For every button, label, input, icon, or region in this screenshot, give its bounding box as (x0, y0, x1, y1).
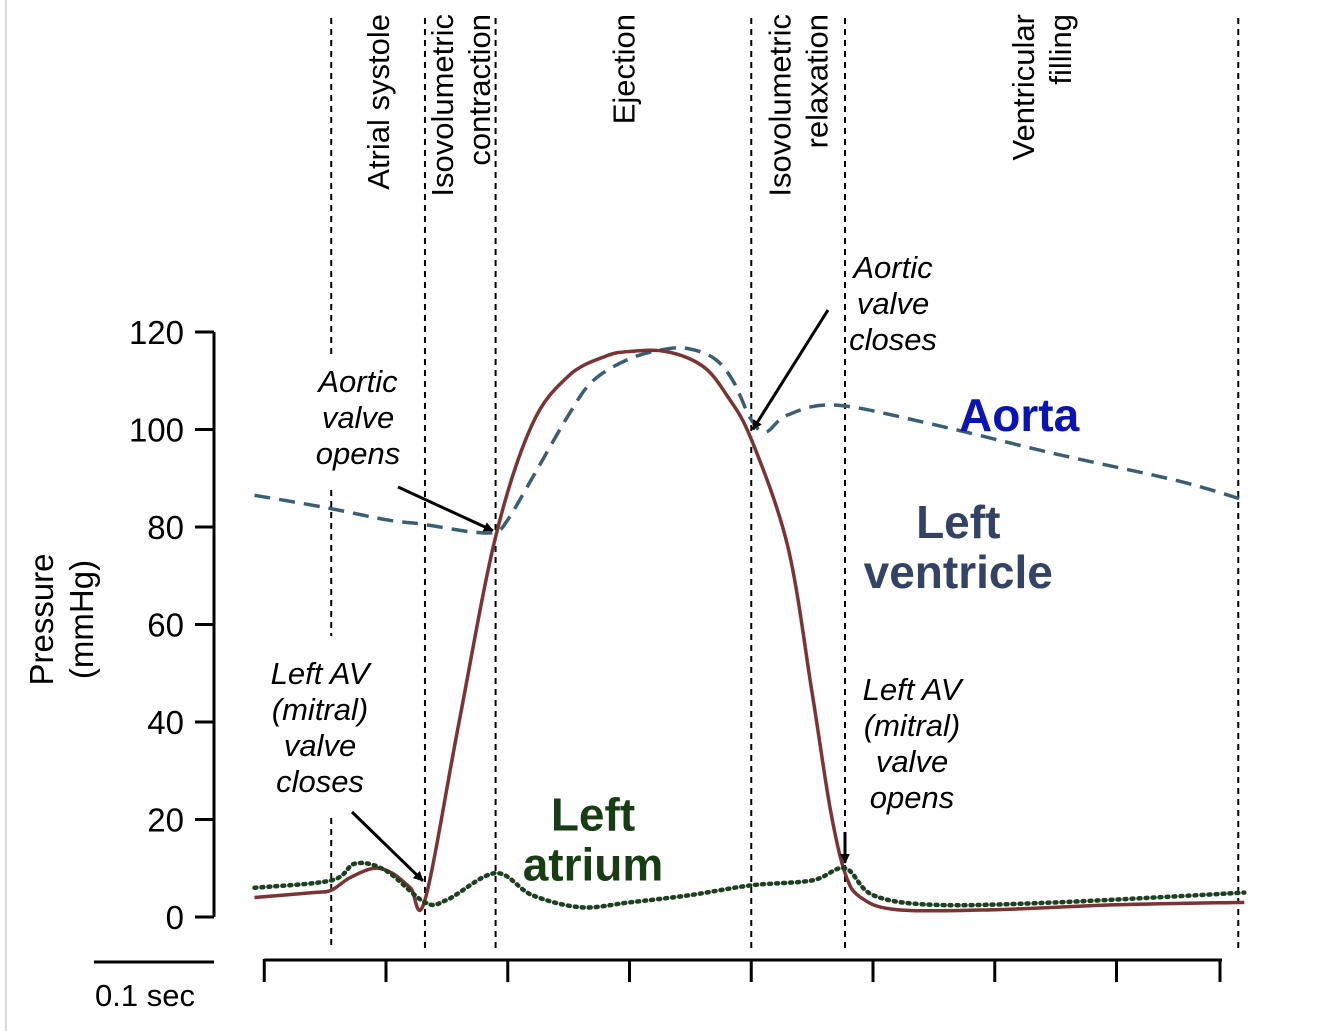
annotation-text-line: (mitral) (272, 692, 368, 727)
phase-label-atrial-systole: Atrial systole (361, 14, 396, 190)
phase-label-line: contraction (462, 14, 497, 166)
series-lines (252, 346, 1247, 913)
y-tick-label: 60 (147, 607, 184, 644)
series-label-aorta: Aorta (959, 389, 1080, 441)
y-tick-label: 20 (147, 802, 184, 839)
annotation-text-line: closes (849, 322, 937, 357)
annotation-text-line: closes (276, 764, 364, 799)
y-tick-label: 80 (147, 509, 184, 546)
time-scale: 0.1 sec (94, 960, 214, 1013)
y-tick-label: 100 (129, 412, 184, 449)
series-label-line: Aorta (959, 389, 1080, 441)
annotation-text-line: valve (322, 400, 394, 435)
annotation-text-line: Aortic (851, 250, 933, 285)
annotation-text-line: opens (870, 780, 954, 815)
series-line-aorta (254, 346, 1245, 535)
annotation-arrow (751, 309, 830, 431)
annotation-text-line: valve (876, 744, 948, 779)
annotation-text-line: Left AV (863, 672, 965, 707)
y-tick-label: 120 (129, 314, 184, 351)
annotation-text-line: opens (316, 436, 400, 471)
y-axis-title-line: (mmHg) (63, 560, 100, 679)
phase-labels: Atrial systole Isovolumetric contraction Ej… (361, 14, 1078, 197)
annotation-text-line: (mitral) (864, 708, 960, 743)
phase-label-line: Isovolumetric (425, 14, 460, 197)
phase-label-isovolumetric-relaxation: Isovolumetric relaxation (763, 14, 835, 197)
annotation-arrow (397, 485, 494, 532)
series-label-line: Left (551, 789, 635, 841)
series-label-line: ventricle (864, 546, 1053, 598)
phase-label-ventricular-filling: Ventricular filling (1006, 14, 1078, 160)
phase-label-line: Ejection (606, 14, 641, 124)
annotation-arrow (350, 810, 424, 882)
phase-label-line: Atrial systole (361, 14, 396, 190)
scale-label: 0.1 sec (95, 978, 195, 1013)
series-label-line: Left (916, 496, 1000, 548)
series-label-line: atrium (523, 839, 664, 891)
annotation-text-line: valve (857, 286, 929, 321)
phase-label-line: Ventricular (1006, 14, 1041, 160)
y-tick-label: 40 (147, 704, 184, 741)
annotation-text-line: Left AV (271, 656, 373, 691)
y-axis-title: Pressure (mmHg) (23, 553, 100, 685)
annotation-text-line: Aortic (316, 364, 398, 399)
time-axis (262, 958, 1222, 982)
phase-label-isovolumetric-contraction: Isovolumetric contraction (425, 14, 497, 197)
y-tick-label: 0 (166, 899, 184, 936)
y-axis-title-line: Pressure (23, 553, 60, 685)
annotation-text-line: valve (284, 728, 356, 763)
series-line-left-ventricle (254, 348, 1245, 913)
phase-boundary-lines (330, 18, 1240, 948)
phase-label-line: filling (1043, 14, 1078, 85)
phase-label-line: Isovolumetric (763, 14, 798, 197)
y-axis-title-text: Pressure (mmHg) (23, 553, 100, 685)
series-line-left-atrium (252, 860, 1247, 910)
y-axis: 0 20 40 60 80 100 120 (129, 314, 216, 936)
phase-label-line: relaxation (800, 14, 835, 148)
phase-label-ejection: Ejection (606, 14, 641, 124)
